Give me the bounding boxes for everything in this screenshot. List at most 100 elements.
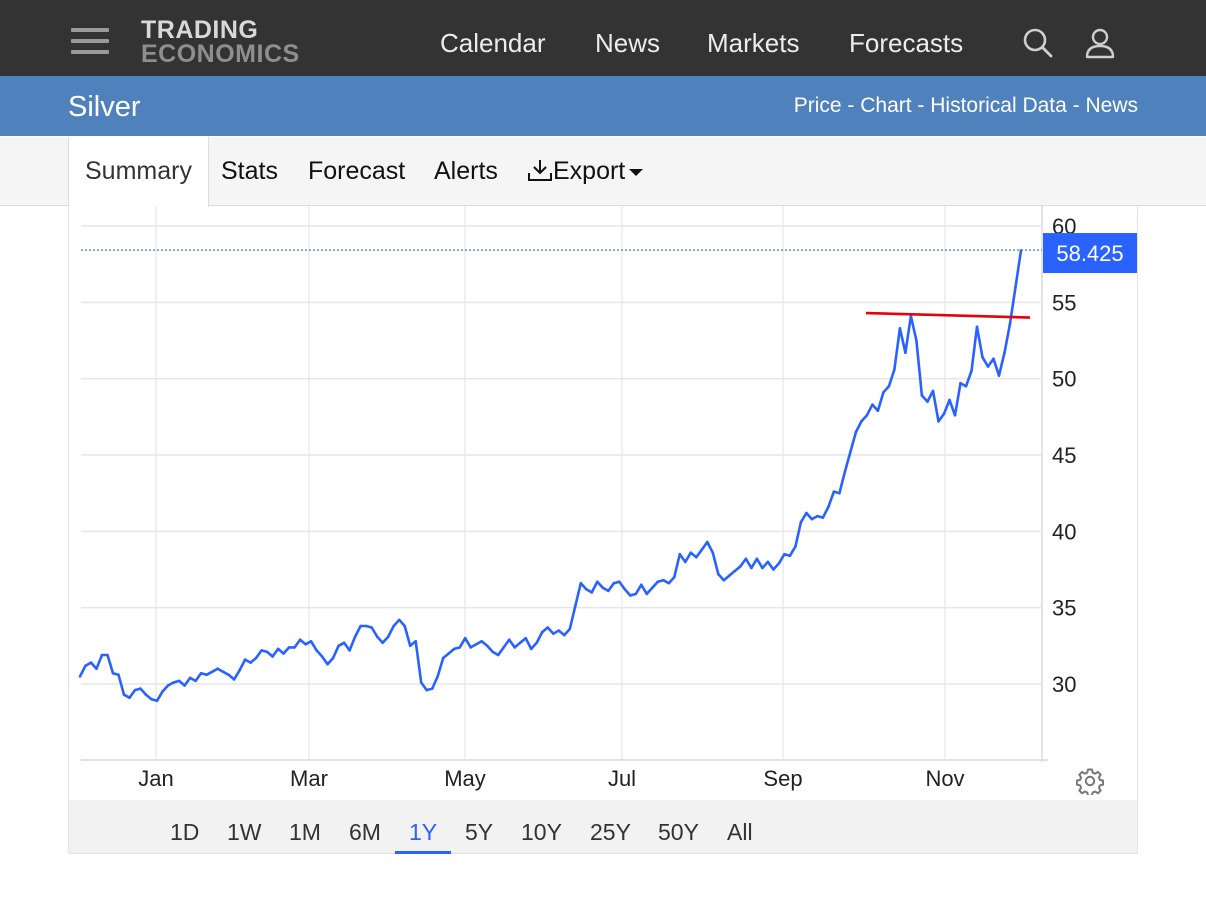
price-point	[656, 580, 660, 583]
price-point	[183, 684, 186, 687]
price-point	[695, 556, 698, 559]
resistance-trendline	[865, 311, 1031, 319]
price-point	[254, 656, 258, 660]
price-point	[177, 679, 181, 683]
price-point	[799, 520, 803, 524]
price-point	[342, 641, 346, 645]
range-6m[interactable]: 6M	[349, 819, 381, 845]
tab-forecast[interactable]: Forecast	[308, 157, 406, 185]
price-point	[662, 578, 665, 582]
price-point	[84, 664, 87, 667]
range-1d[interactable]: 1D	[170, 819, 200, 845]
price-point	[381, 641, 385, 645]
logo-line-2: ECONOMICS	[141, 40, 300, 68]
price-point	[689, 551, 693, 554]
price-point	[634, 592, 638, 596]
price-point	[469, 646, 473, 649]
y-tick-label: 35	[1052, 596, 1076, 621]
price-point	[271, 655, 274, 658]
price-point	[458, 646, 462, 649]
price-point	[150, 698, 153, 701]
instrument-links: Price - Chart - Historical Data - News	[794, 94, 1138, 118]
tab-summary[interactable]: Summary	[68, 137, 209, 207]
price-point	[265, 650, 269, 654]
x-tick-label: Mar	[290, 766, 328, 791]
price-point	[1003, 351, 1006, 354]
price-point	[535, 641, 538, 645]
top-navigation-bar: TRADING ECONOMICS Calendar News Markets …	[0, 0, 1206, 76]
price-point	[948, 398, 951, 402]
price-point	[397, 618, 401, 622]
price-point	[452, 647, 456, 651]
tab-stats[interactable]: Stats	[221, 157, 278, 185]
price-point	[810, 517, 814, 521]
range-25y[interactable]: 25Y	[590, 819, 631, 845]
active-range-indicator	[395, 851, 451, 854]
nav-forecasts[interactable]: Forecasts	[849, 28, 964, 58]
price-point	[166, 684, 170, 687]
nav-markets[interactable]: Markets	[707, 28, 800, 58]
price-point	[739, 565, 742, 568]
price-point	[876, 409, 880, 412]
price-point	[629, 594, 632, 597]
range-1m[interactable]: 1M	[289, 819, 321, 845]
price-point	[568, 627, 572, 631]
trading-economics-logo[interactable]: TRADING ECONOMICS	[141, 16, 300, 68]
range-5y[interactable]: 5Y	[465, 819, 494, 845]
price-point	[794, 545, 797, 548]
menu-icon[interactable]	[71, 26, 111, 56]
nav-calendar[interactable]: Calendar	[440, 28, 546, 58]
price-point	[480, 640, 484, 643]
link-price[interactable]: Price	[793, 94, 842, 117]
tab-export[interactable]: Export	[527, 137, 644, 206]
price-point	[579, 581, 583, 585]
price-point	[717, 572, 720, 576]
price-point	[937, 420, 940, 423]
price-point	[684, 560, 687, 564]
price-point	[485, 644, 489, 648]
price-point	[133, 688, 137, 692]
chart-grid	[81, 206, 1048, 762]
price-point	[816, 514, 819, 518]
price-point	[777, 562, 781, 565]
range-all[interactable]: All	[727, 819, 753, 845]
price-point	[887, 385, 891, 388]
price-point	[849, 450, 852, 454]
link-chart[interactable]: Chart	[860, 94, 912, 117]
link-separator: -	[1066, 94, 1086, 117]
price-point	[287, 646, 291, 649]
y-tick-label: 30	[1052, 672, 1076, 697]
price-point	[238, 669, 241, 672]
price-point	[640, 583, 643, 587]
user-icon[interactable]	[1083, 26, 1117, 60]
logo-line-1: TRADING	[141, 16, 259, 44]
range-50y[interactable]: 50Y	[658, 819, 699, 845]
range-1w[interactable]: 1W	[227, 819, 262, 845]
price-point	[315, 649, 318, 652]
link-historical-data[interactable]: Historical Data	[930, 94, 1067, 117]
silver-price-line	[78, 250, 1023, 703]
price-point	[574, 604, 577, 608]
price-point	[375, 635, 379, 638]
nav-news[interactable]: News	[595, 28, 661, 58]
tab-alerts[interactable]: Alerts	[434, 157, 498, 185]
search-icon[interactable]	[1021, 26, 1055, 60]
range-1y[interactable]: 1Y	[409, 819, 438, 845]
price-point	[100, 653, 104, 657]
price-point	[673, 575, 676, 579]
price-point	[750, 566, 753, 570]
price-point	[618, 580, 621, 583]
price-point	[353, 635, 357, 638]
range-10y[interactable]: 10Y	[521, 819, 562, 845]
price-point	[298, 638, 302, 641]
price-point	[507, 638, 511, 641]
chevron-down-icon	[629, 168, 644, 176]
price-point	[249, 661, 252, 664]
gear-icon[interactable]	[1076, 767, 1104, 795]
price-point	[612, 581, 616, 585]
price-point	[188, 676, 192, 680]
y-tick-label: 45	[1052, 443, 1076, 468]
link-news[interactable]: News	[1085, 94, 1138, 117]
